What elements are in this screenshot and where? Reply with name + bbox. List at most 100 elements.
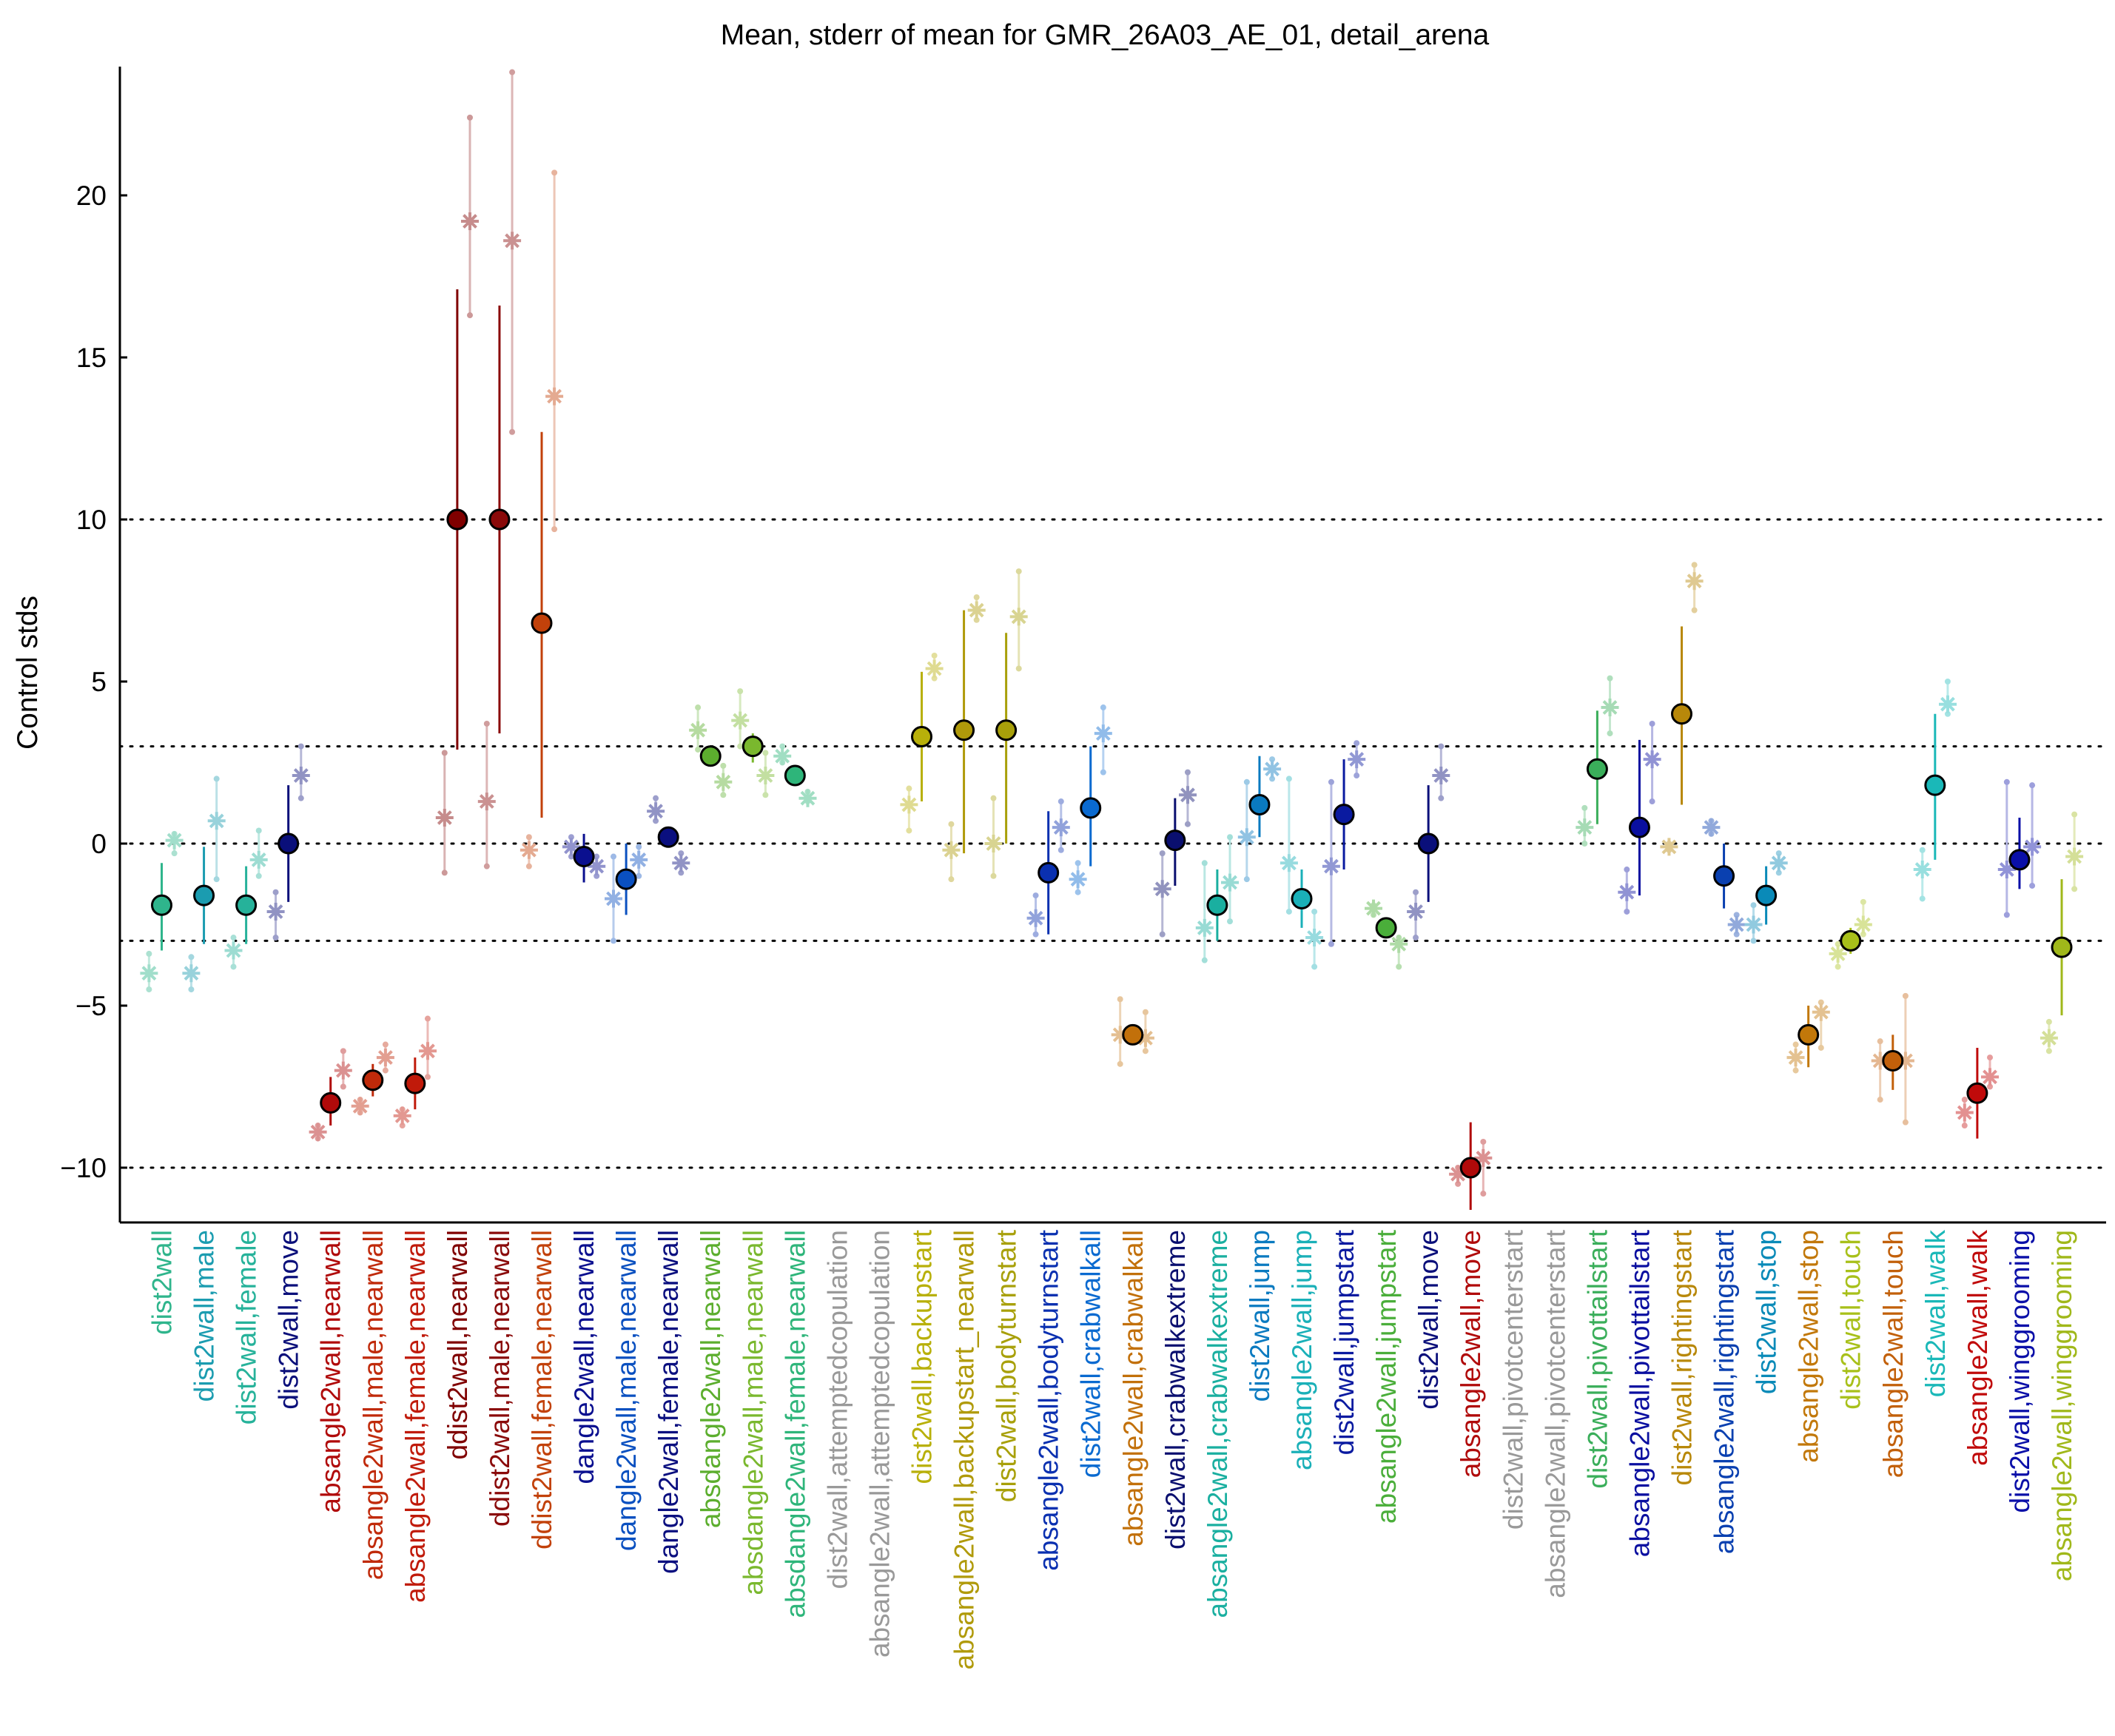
x-tick-label: dist2wall,stop [1752,1230,1782,1394]
x-tick-label: absangle2wall,crabwalkextreme [1203,1230,1233,1618]
category-group [1744,850,1788,944]
sub-error-end [255,827,262,834]
sub-error-end [1354,773,1360,779]
sub-error-end [737,688,744,695]
x-tick-label: dist2wall,backupstart [907,1229,938,1484]
category-group [1280,776,1324,970]
sub-mean-asterisk [2023,838,2042,856]
sub-mean-asterisk [1786,1049,1805,1067]
sub-error-end [213,876,220,883]
x-tick-label: dist2wall,bodyturnstart [992,1229,1022,1502]
x-tick-label: ddist2wall,nearwall [443,1230,473,1460]
sub-error-end [146,986,152,993]
sub-error-end [1750,938,1757,944]
x-tick-label: dist2wall,pivotcenterstart [1498,1229,1528,1530]
sub-error-end [1792,1041,1799,1048]
x-tick-label: absangle2wall,female,nearwall [400,1230,431,1603]
sub-error-end [424,1015,431,1022]
sub-mean-asterisk [1474,1148,1493,1167]
sub-error-end [2045,1018,2052,1025]
sub-error-end [1184,821,1191,827]
category-group [1955,1047,1999,1139]
category-group [562,833,606,883]
sub-error-end [1227,918,1234,925]
sub-mean-asterisk [1407,903,1425,921]
sub-error-end [948,876,955,883]
sub-error-end [948,821,955,827]
y-axis-label: Control stds [12,596,44,750]
sub-mean-asterisk [419,1042,437,1060]
sub-mean-asterisk [1390,935,1408,953]
sub-mean-asterisk [1179,786,1197,804]
x-tick-label: dist2wall,jump [1245,1230,1275,1402]
sub-error-end [906,785,912,792]
sub-error-end [653,795,659,801]
x-tick-label: dist2wall,rightingstart [1667,1229,1698,1485]
sub-error-end [1649,720,1655,727]
sub-mean-asterisk [714,773,733,791]
sub-error-end [1243,778,1250,785]
x-tick-label: absangle2wall,stop [1794,1230,1824,1463]
sub-error-end [1075,889,1081,895]
sub-mean-asterisk [477,793,496,811]
category-group [477,69,522,869]
sub-error-end [509,428,516,435]
category-group [605,844,648,944]
sub-error-end [171,850,178,857]
sub-mean-asterisk [647,802,665,821]
sub-error-end [931,652,938,659]
sub-error-end [1961,1097,1968,1103]
sub-error-end [1396,963,1402,970]
category-group [519,169,564,869]
mean-point [1798,1023,1820,1046]
sub-error-end [1354,740,1360,747]
sub-error-end [1227,834,1234,841]
sub-mean-asterisk [1280,854,1298,872]
sub-error-end [2003,778,2010,785]
sub-error-end [1413,935,1419,941]
sub-mean-asterisk [798,789,817,807]
x-tick-label: dist2wall [147,1230,178,1335]
mean-point [1375,917,1397,939]
sub-error-end [1944,679,1951,684]
sub-mean-asterisk [545,387,564,406]
sub-error-end [1311,963,1318,970]
sub-mean-asterisk [249,850,268,869]
sub-error-end [1311,908,1318,915]
sub-mean-asterisk [1069,870,1087,889]
sub-error-end [1438,795,1445,801]
sub-error-end [255,872,262,879]
sub-error-end [2071,811,2078,818]
sub-mean-asterisk [461,212,479,230]
sub-error-end [146,950,152,957]
sub-mean-asterisk [376,1049,394,1067]
sub-error-end [1201,957,1208,963]
sub-error-end [1691,562,1698,568]
sub-error-end [1159,931,1166,938]
sub-error-end [1285,776,1292,782]
sub-mean-asterisk [1365,899,1382,918]
mean-point [1248,793,1271,815]
sub-error-end [1201,860,1208,867]
mean-point [784,764,806,787]
x-tick-label: dangle2wall,male,nearwall [611,1230,642,1551]
x-tick-label: ddist2wall,male,nearwall [485,1230,515,1527]
sub-error-end [1100,769,1106,776]
mean-point [2051,936,2073,958]
sub-mean-asterisk [1136,1029,1154,1047]
sub-error-end [1117,1060,1123,1067]
category-group [351,1041,394,1116]
sub-error-end [1835,963,1841,970]
mean-point [1417,832,1439,855]
category-group [182,776,226,993]
sub-error-end [1100,704,1106,711]
mean-point [488,508,511,531]
mean-point [657,826,679,848]
sub-error-end [467,114,474,121]
x-tick-label: absangle2wall,pivottailstart [1624,1229,1655,1557]
sub-error-end [1117,996,1123,1003]
sub-error-end [509,69,516,75]
sub-error-end [720,792,727,798]
sub-mean-asterisk [1111,1026,1129,1044]
sub-error-end [483,863,490,869]
